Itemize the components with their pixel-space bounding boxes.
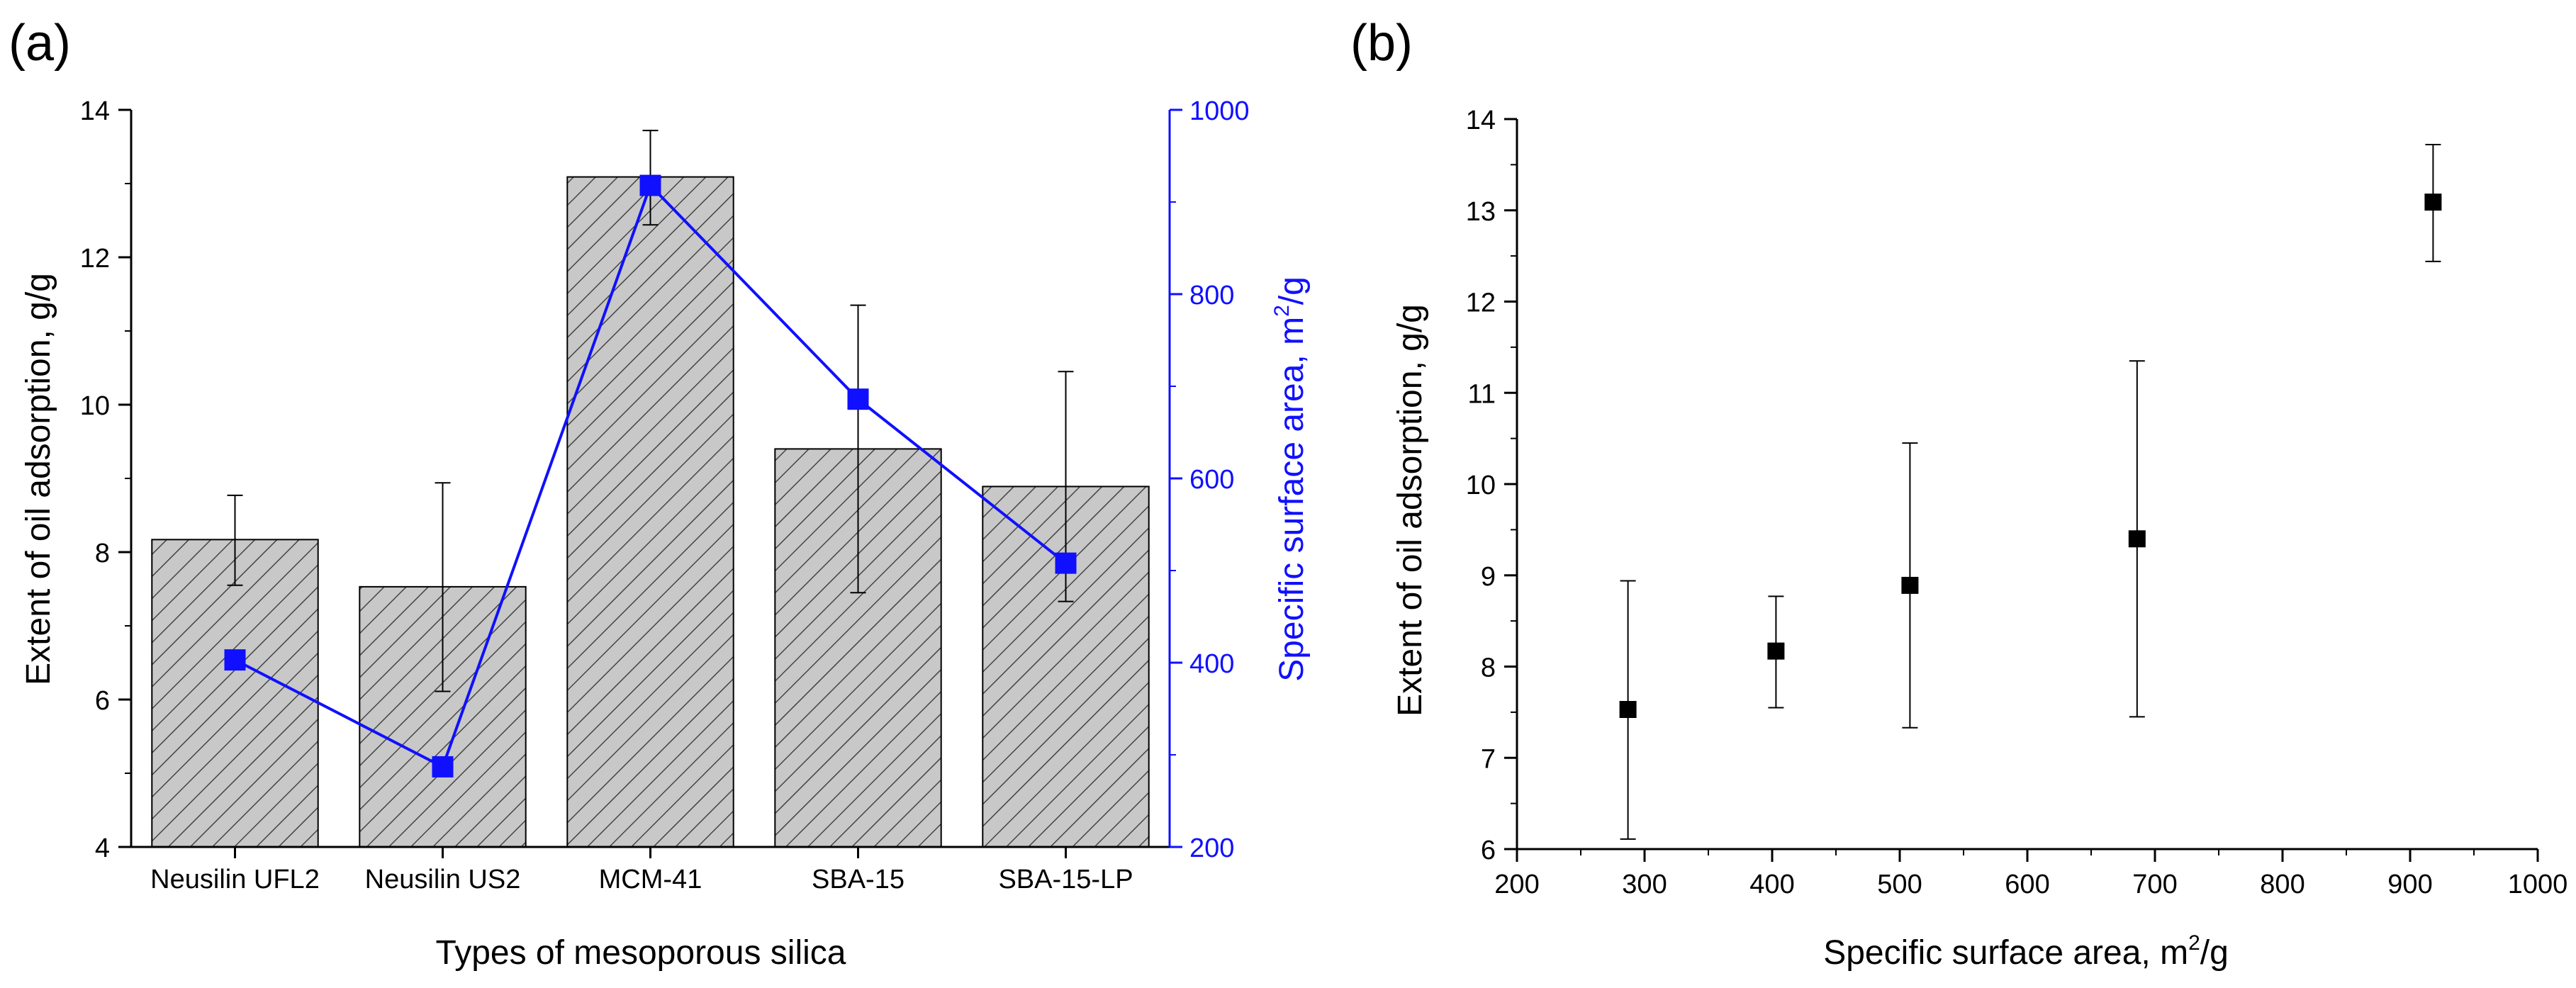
y-tick-label: 13 bbox=[1466, 197, 1496, 227]
x-tick-label: 300 bbox=[1622, 870, 1667, 899]
bar-1 bbox=[151, 539, 319, 848]
x-tick-label: 500 bbox=[1877, 870, 1922, 899]
scatter-point-4 bbox=[2128, 530, 2146, 548]
x-tick-label: Neusilin US2 bbox=[365, 865, 521, 894]
y-tick-label: 11 bbox=[1468, 379, 1496, 409]
y-tick-label: 7 bbox=[1481, 744, 1496, 774]
panel-b-ticks: 6 7 8 9 10 11 12 13 14 200 300 400 500 600 700 800 900 10… bbox=[1466, 106, 2568, 899]
right-y-tick-label: 1000 bbox=[1189, 96, 1250, 126]
x-tick-label: 800 bbox=[2260, 870, 2305, 899]
panel-b-y-axis-title: Extent of oil adsorption, g/g bbox=[1391, 304, 1429, 717]
x-tick-label: 400 bbox=[1749, 870, 1794, 899]
scatter-point-1 bbox=[1619, 701, 1637, 719]
left-y-tick-label: 8 bbox=[95, 539, 110, 568]
left-y-tick-label: 6 bbox=[95, 686, 110, 716]
y-tick-label: 14 bbox=[1466, 106, 1496, 135]
bar-3 bbox=[566, 176, 734, 848]
surface-area-point-5 bbox=[1055, 552, 1077, 574]
surface-area-line-series bbox=[224, 174, 1077, 778]
panel-a-right-y-axis-title: Specific surface area, m2/g bbox=[1270, 276, 1311, 682]
surface-area-point-3 bbox=[639, 174, 661, 196]
y-tick-label: 12 bbox=[1466, 288, 1496, 318]
y-tick-label: 6 bbox=[1481, 836, 1496, 865]
x-tick-label: 1000 bbox=[2508, 870, 2568, 899]
x-tick-label: 900 bbox=[2387, 870, 2432, 899]
scatter-point-3 bbox=[1901, 576, 1919, 594]
right-y-tick-label: 800 bbox=[1189, 281, 1234, 310]
right-y-tick-label: 200 bbox=[1189, 833, 1234, 863]
scatter-point-5 bbox=[2424, 193, 2442, 211]
left-y-tick-label: 14 bbox=[80, 96, 110, 126]
x-tick-label: MCM-41 bbox=[599, 865, 702, 894]
x-tick-label: 700 bbox=[2132, 870, 2177, 899]
left-y-tick-label: 4 bbox=[95, 833, 110, 863]
panel-a-y-axis-title: Extent of oil adsorption, g/g bbox=[20, 273, 57, 685]
right-y-tick-label: 400 bbox=[1189, 649, 1234, 679]
right-y-tick-label: 600 bbox=[1189, 465, 1234, 495]
left-y-tick-label: 12 bbox=[80, 244, 110, 274]
scatter-series bbox=[1619, 193, 2442, 719]
x-tick-label: 200 bbox=[1494, 870, 1539, 899]
panel-b: (b) 6 7 8 9 10 11 12 13 14 200 300 400 500 600 700 800 9… bbox=[1350, 15, 2567, 972]
panel-b-x-axis-title: Specific surface area, m2/g bbox=[1823, 931, 2229, 972]
y-tick-label: 10 bbox=[1466, 471, 1496, 500]
y-tick-label: 9 bbox=[1481, 562, 1496, 592]
surface-area-point-4 bbox=[847, 388, 869, 410]
x-tick-label: 600 bbox=[2005, 870, 2049, 899]
panel-a-label: (a) bbox=[9, 15, 71, 72]
surface-area-point-1 bbox=[224, 649, 246, 671]
panel-a-x-axis-title: Types of mesoporous silica bbox=[436, 934, 846, 972]
panel-b-axes bbox=[1516, 119, 2538, 851]
panel-a: (a) 4 6 8 10 12 14 200 400 600 800 1000 Neusilin UF… bbox=[9, 15, 1311, 972]
x-tick-label: SBA-15 bbox=[812, 865, 905, 894]
panel-b-label: (b) bbox=[1350, 15, 1413, 72]
scatter-error-bars bbox=[1620, 144, 2441, 840]
y-tick-label: 8 bbox=[1481, 653, 1496, 683]
x-tick-label: Neusilin UFL2 bbox=[150, 865, 320, 894]
left-y-tick-label: 10 bbox=[80, 391, 110, 421]
x-tick-label: SBA-15-LP bbox=[998, 865, 1133, 894]
bar-error-bars bbox=[227, 130, 1074, 692]
scatter-point-2 bbox=[1767, 642, 1785, 660]
surface-area-point-2 bbox=[432, 756, 454, 778]
panel-a-ticks: 4 6 8 10 12 14 200 400 600 800 1000 Neusilin UFL2 Ne… bbox=[80, 96, 1250, 894]
